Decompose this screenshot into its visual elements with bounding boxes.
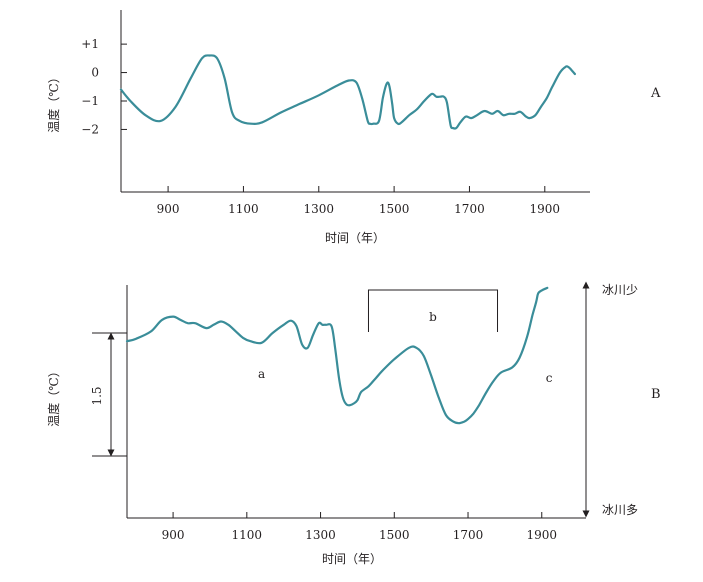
panel-b-glacier-more-label: 冰川多: [602, 503, 638, 517]
panel-a-x-tick-label: 900: [157, 202, 180, 216]
panel-a-label: A: [650, 86, 661, 101]
panel-b-series-line: [125, 286, 549, 425]
panel-b-bracket: [367, 289, 499, 332]
panel-b-y-axis-title: 温度（℃）: [46, 365, 61, 426]
panel-a-series-line: [119, 54, 576, 130]
panel-a-x-tick-label: 1700: [454, 202, 485, 216]
panel-b-x-tick-label: 900: [162, 528, 185, 542]
panel-b-annotation-c: c: [546, 371, 553, 385]
panel-a-x-tick-label: 1900: [530, 202, 561, 216]
panel-b-scale-label: 1.5: [90, 386, 104, 405]
panel-b-annotation-a: a: [258, 367, 265, 381]
panel-a-y-axis-title: 温度（℃）: [46, 71, 61, 132]
panel-a-chart: +1 0 −1 −2 900 1100 1300 1500 1700 1900 时间（年） 温度…: [46, 10, 661, 245]
panel-a-x-tick-label: 1300: [303, 202, 334, 216]
panel-b-bracket-label: b: [429, 310, 437, 324]
panel-a-y-tick-label: −2: [81, 122, 99, 136]
panel-b-x-tick-label: 1100: [232, 528, 263, 542]
panel-b-chart: 900 1100 1300 1500 1700 1900 1.5 b a c 冰川少 冰川…: [46, 281, 661, 566]
panel-a-y-tick-label: −1: [81, 94, 99, 108]
panel-b-x-tick-label: 1700: [453, 528, 484, 542]
panel-a-x-tick-label: 1500: [379, 202, 410, 216]
panel-a-y-tick-label: +1: [81, 37, 99, 51]
panel-b-x-tick-label: 1900: [526, 528, 557, 542]
panel-a-x-axis-title: 时间（年）: [325, 231, 385, 245]
panel-b-x-tick-label: 1500: [379, 528, 410, 542]
panel-b-x-tick-label: 1300: [305, 528, 336, 542]
panel-a-x-tick-label: 1100: [228, 202, 259, 216]
panel-b-glacier-less-label: 冰川少: [602, 283, 638, 297]
panel-a-y-tick-label: 0: [91, 66, 99, 80]
panel-b-label: B: [651, 387, 661, 402]
panel-b-x-axis-title: 时间（年）: [322, 552, 382, 566]
